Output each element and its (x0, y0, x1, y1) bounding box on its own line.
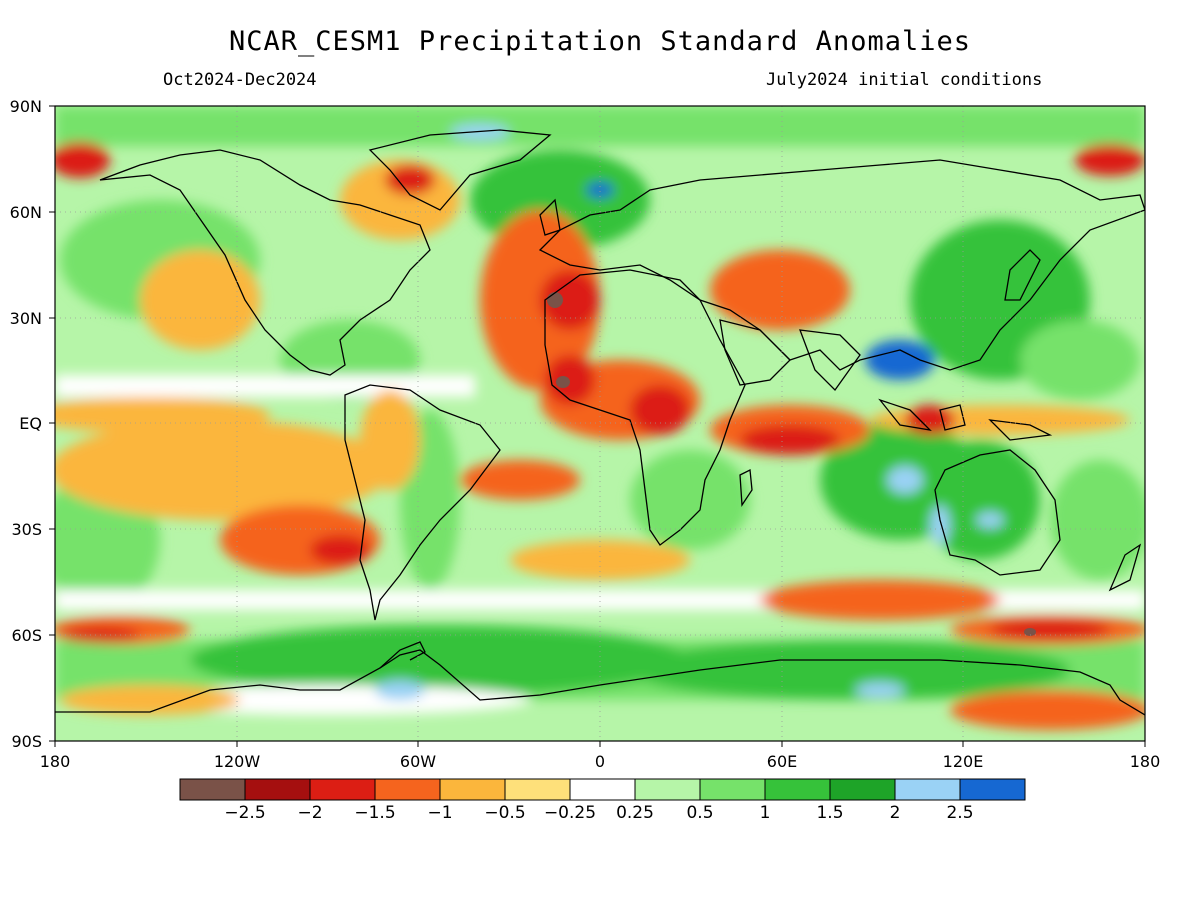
colorbar-label: −0.5 (484, 803, 525, 823)
colorbar-label: 0.5 (686, 803, 713, 823)
colorbar-label: 2 (890, 803, 901, 823)
colorbar-swatch (569, 778, 636, 801)
latitude-labels: 90N 60N 30N EQ 30S 60S 90S (10, 97, 42, 751)
lon-label: 60E (767, 752, 797, 771)
colorbar-label: −1 (427, 803, 452, 823)
colorbar-swatch (764, 778, 831, 801)
colorbar-swatch (959, 778, 1026, 801)
colorbar: −2.5 −2 −1.5 −1 −0.5 −0.25 0.25 0.5 1 1.5 2 2.5 (179, 778, 1026, 823)
colorbar-label: −0.25 (544, 803, 596, 823)
map-gridlines (55, 106, 1145, 741)
colorbar-swatch (374, 778, 441, 801)
lat-label: 60N (10, 203, 42, 222)
lat-label: 30S (11, 520, 42, 539)
colorbar-swatch (439, 778, 506, 801)
coastlines (55, 129, 1145, 716)
lat-label: 30N (10, 309, 42, 328)
extreme-dry-spot (547, 292, 563, 308)
lat-label: 90S (11, 732, 42, 751)
colorbar-label: −2 (297, 803, 322, 823)
lon-label: 60W (400, 752, 436, 771)
forecast-period: Oct2024-Dec2024 (163, 70, 317, 90)
longitude-labels: 180 120W 60W 0 60E 120E 180 (40, 752, 1161, 771)
lat-label: EQ (19, 414, 42, 433)
colorbar-swatch (244, 778, 311, 801)
colorbar-swatch (699, 778, 766, 801)
lat-label: 60S (11, 626, 42, 645)
initial-conditions: July2024 initial conditions (766, 70, 1043, 90)
axis-ticks (49, 105, 1146, 747)
colorbar-swatch (894, 778, 961, 801)
colorbar-label: 1.5 (816, 803, 843, 823)
lon-label: 180 (1130, 752, 1161, 771)
colorbar-label: −2.5 (224, 803, 265, 823)
colorbar-label: 0.25 (616, 803, 654, 823)
colorbar-swatch (309, 778, 376, 801)
anomaly-field (55, 106, 1145, 741)
extreme-dry-spot (556, 376, 570, 388)
lon-label: 180 (40, 752, 71, 771)
lat-label: 90N (10, 97, 42, 116)
lon-label: 0 (595, 752, 605, 771)
colorbar-swatch (504, 778, 571, 801)
extreme-dry-spot (1024, 628, 1036, 636)
lon-label: 120E (943, 752, 984, 771)
colorbar-swatch (829, 778, 896, 801)
colorbar-label: 2.5 (946, 803, 973, 823)
colorbar-label: 1 (760, 803, 771, 823)
colorbar-swatch (634, 778, 701, 801)
colorbar-swatch (179, 778, 246, 801)
lon-label: 120W (214, 752, 261, 771)
chart-title: NCAR_CESM1 Precipitation Standard Anomal… (229, 26, 971, 57)
colorbar-label: −1.5 (354, 803, 395, 823)
